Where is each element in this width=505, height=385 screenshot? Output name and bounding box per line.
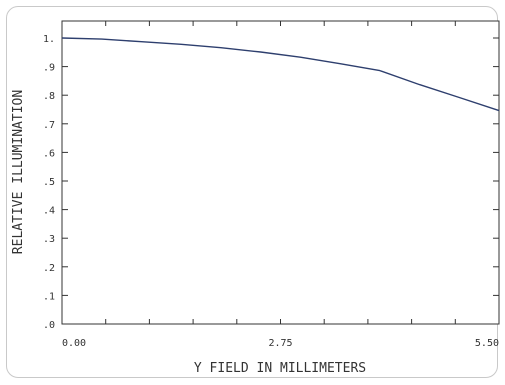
y-tick-label: .7 bbox=[43, 120, 55, 131]
y-tick-label: .9 bbox=[43, 63, 55, 74]
y-axis-title: RELATIVE ILLUMINATION bbox=[11, 90, 26, 254]
y-axis: .0 .1 .2 .3 .4 .5 .6 .7 .8 .9 1. bbox=[43, 34, 499, 331]
x-tick-label: 5.50 bbox=[475, 338, 499, 349]
y-tick-label: .2 bbox=[43, 263, 55, 274]
y-tick-label: .4 bbox=[43, 206, 55, 217]
y-tick-label: .1 bbox=[43, 291, 55, 302]
y-tick-label: .8 bbox=[43, 91, 55, 102]
x-tick-label: 2.75 bbox=[268, 338, 292, 349]
y-tick-label: 1. bbox=[43, 34, 55, 45]
x-axis-title: Y FIELD IN MILLIMETERS bbox=[194, 361, 366, 376]
y-tick-label: .6 bbox=[43, 148, 55, 159]
y-tick-label: .0 bbox=[43, 320, 55, 331]
plot-area bbox=[61, 20, 500, 325]
y-tick-label: .5 bbox=[43, 177, 55, 188]
series-layer bbox=[61, 37, 500, 112]
x-axis: 0.00 2.75 5.50 bbox=[61, 21, 500, 349]
x-tick-label: 0.00 bbox=[62, 338, 86, 349]
series-line-1 bbox=[61, 37, 500, 112]
y-tick-label: .3 bbox=[43, 234, 55, 245]
